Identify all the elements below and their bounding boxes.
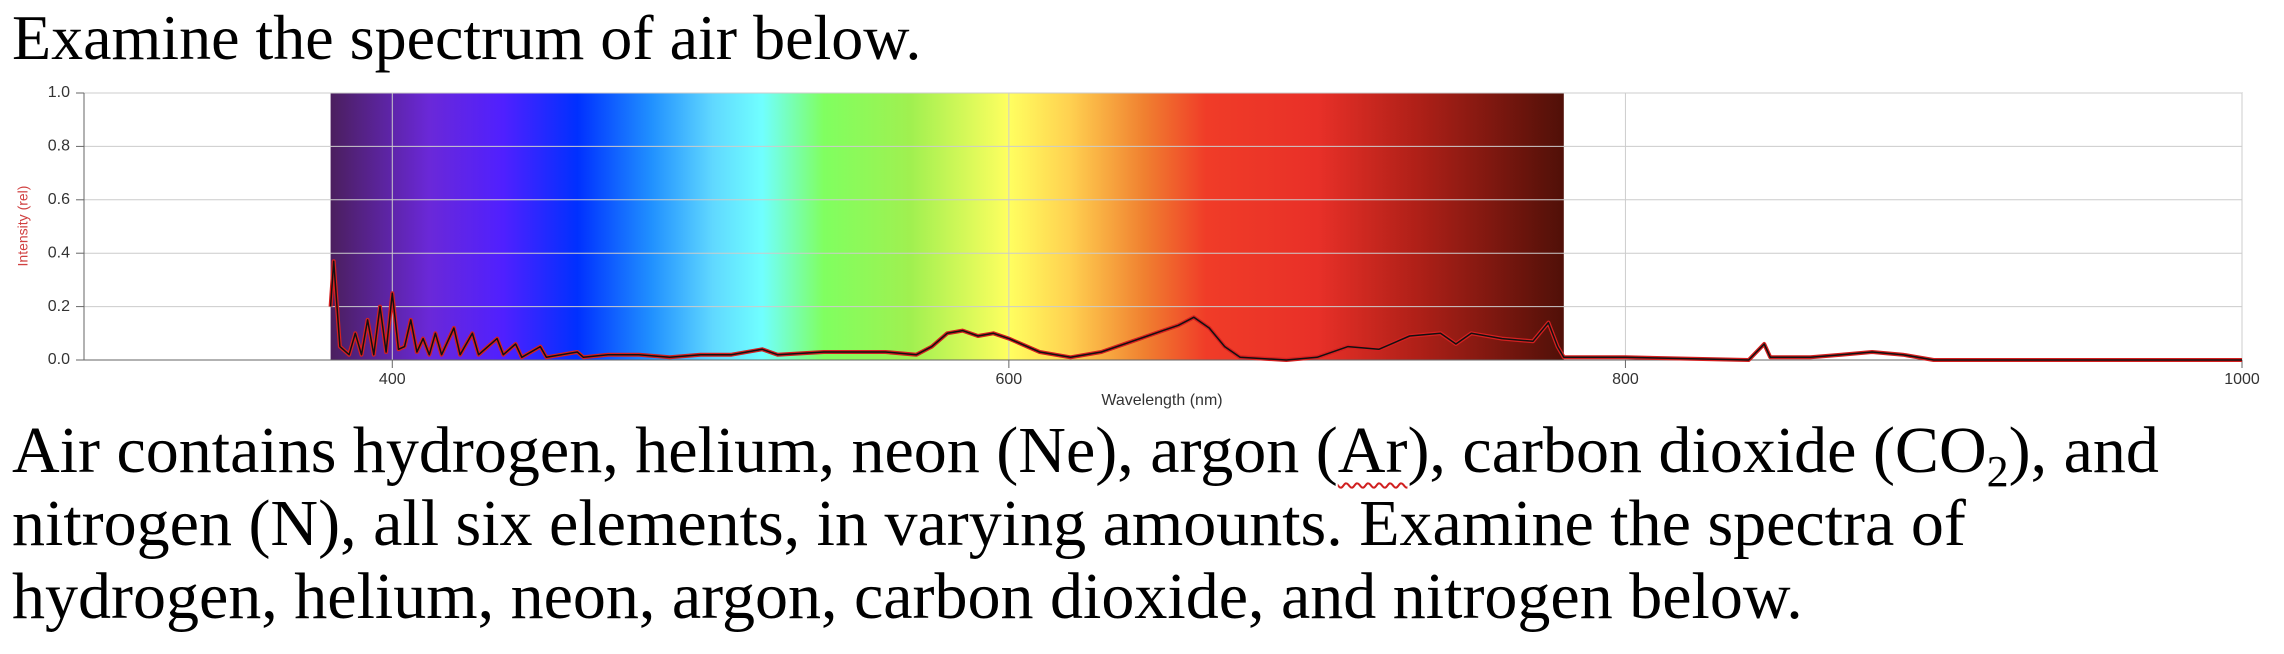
y-tick-label: 0.4: [48, 244, 70, 261]
y-axis-title: Intensity (rel): [15, 186, 31, 267]
chart: Wavelength (nm) Intensity (rel) 0.0 0.2 0.…: [15, 85, 2260, 409]
x-axis-title: Wavelength (nm): [1101, 392, 1222, 409]
x-tick-label: 800: [1612, 371, 1639, 388]
y-tick-label: 0.2: [48, 298, 70, 315]
spellcheck-word: Ar: [1337, 414, 1408, 487]
y-tick-label: 0.0: [48, 351, 70, 368]
y-tick-label: 1.0: [48, 85, 70, 101]
text: ), carbon dioxide (CO: [1407, 414, 1987, 487]
text: ), and: [2008, 414, 2159, 487]
spectrum-line-core: [329, 260, 2242, 361]
x-tick-label: 1000: [2224, 371, 2260, 388]
x-tick-label: 600: [996, 371, 1023, 388]
text: nitrogen (N), all six elements, in varyi…: [12, 487, 1966, 560]
y-tick-label: 0.6: [48, 191, 70, 208]
text: Air contains hydrogen, helium, neon (Ne)…: [12, 414, 1338, 487]
x-tick-label: 400: [379, 371, 406, 388]
text: hydrogen, helium, neon, argon, carbon di…: [12, 560, 1803, 633]
y-tick-label: 0.8: [48, 138, 70, 155]
visible-spectrum-band: [330, 93, 1564, 360]
heading: Examine the spectrum of air below.: [12, 2, 922, 73]
paragraph: Air contains hydrogen, helium, neon (Ne)…: [12, 414, 2159, 633]
subscript: 2: [1986, 447, 2009, 497]
